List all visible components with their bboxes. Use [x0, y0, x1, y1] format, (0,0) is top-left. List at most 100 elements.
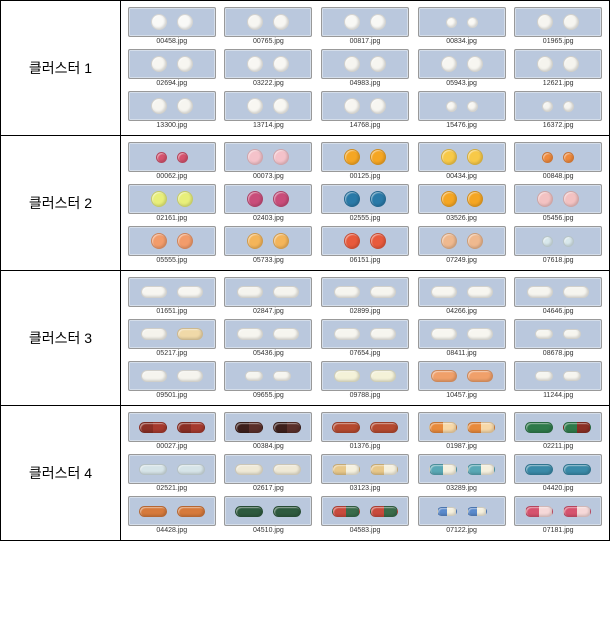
thumbnail: 04266.jpg	[415, 277, 509, 315]
thumbnail-image	[514, 361, 602, 391]
thumbnail-image	[514, 7, 602, 37]
pill-shape	[370, 98, 386, 114]
pill-shape	[177, 422, 205, 433]
pill-shape	[247, 98, 263, 114]
thumbnail-caption: 04646.jpg	[543, 308, 574, 315]
pill-shape	[344, 191, 360, 207]
pill-shape	[542, 152, 553, 163]
pill-shape	[177, 152, 188, 163]
thumbnail: 00073.jpg	[222, 142, 316, 180]
thumbnail-caption: 01987.jpg	[446, 443, 477, 450]
thumbnail-caption: 00458.jpg	[156, 38, 187, 45]
thumbnail-caption: 07181.jpg	[543, 527, 574, 534]
pill-shape	[563, 14, 579, 30]
pill-shape	[334, 286, 360, 298]
pill-shape	[437, 507, 457, 516]
pill-shape	[235, 464, 263, 475]
thumbnail-caption: 05217.jpg	[156, 350, 187, 357]
thumbnail: 02161.jpg	[125, 184, 219, 222]
thumbnail: 01987.jpg	[415, 412, 509, 450]
pill-shape	[177, 506, 205, 517]
thumbnail: 13300.jpg	[125, 91, 219, 129]
thumbnail-caption: 00817.jpg	[350, 38, 381, 45]
pill-shape	[139, 506, 167, 517]
thumbnail-caption: 00434.jpg	[446, 173, 477, 180]
pill-shape	[139, 422, 167, 433]
pill-shape	[332, 464, 360, 475]
pill-shape	[273, 422, 301, 433]
thumbnail: 09788.jpg	[318, 361, 412, 399]
thumbnail-caption: 05436.jpg	[253, 350, 284, 357]
thumbnail: 11244.jpg	[511, 361, 605, 399]
pill-shape	[344, 149, 360, 165]
pill-shape	[273, 371, 291, 381]
pill-shape	[370, 286, 396, 298]
pill-shape	[245, 371, 263, 381]
thumbnail-caption: 02617.jpg	[253, 485, 284, 492]
pill-shape	[177, 233, 193, 249]
thumbnail: 00434.jpg	[415, 142, 509, 180]
pill-shape	[156, 152, 167, 163]
thumbnail-caption: 00848.jpg	[543, 173, 574, 180]
pill-shape	[431, 286, 457, 298]
pill-shape	[177, 370, 203, 382]
thumbnail: 02555.jpg	[318, 184, 412, 222]
pill-shape	[431, 370, 457, 382]
pill-shape	[563, 56, 579, 72]
pill-shape	[177, 14, 193, 30]
pill-shape	[332, 506, 360, 517]
pill-shape	[429, 464, 457, 475]
thumbnail: 00027.jpg	[125, 412, 219, 450]
thumbnail-image	[418, 7, 506, 37]
thumbnail-caption: 00834.jpg	[446, 38, 477, 45]
pill-shape	[563, 101, 574, 112]
pill-shape	[467, 149, 483, 165]
thumbnail-image	[128, 184, 216, 214]
pill-shape	[563, 236, 574, 247]
pill-shape	[525, 422, 553, 433]
thumbnail-caption: 02899.jpg	[350, 308, 381, 315]
pill-shape	[370, 149, 386, 165]
pill-shape	[273, 233, 289, 249]
thumbnail: 04583.jpg	[318, 496, 412, 534]
pill-shape	[370, 233, 386, 249]
pill-shape	[177, 191, 193, 207]
thumbnail-caption: 04583.jpg	[350, 527, 381, 534]
pill-shape	[537, 191, 553, 207]
thumbnail-image	[321, 7, 409, 37]
thumbnail-image	[321, 49, 409, 79]
thumbnail-image	[418, 49, 506, 79]
thumbnail: 03289.jpg	[415, 454, 509, 492]
thumbnail-image	[224, 91, 312, 121]
pill-shape	[237, 328, 263, 340]
thumbnail: 04428.jpg	[125, 496, 219, 534]
thumbnail: 04646.jpg	[511, 277, 605, 315]
thumbnail-grid: 00062.jpg00073.jpg00125.jpg00434.jpg0084…	[121, 136, 609, 270]
thumbnail-caption: 13300.jpg	[156, 122, 187, 129]
pill-shape	[141, 328, 167, 340]
thumbnail-image	[128, 142, 216, 172]
thumbnail: 02899.jpg	[318, 277, 412, 315]
thumbnail: 06151.jpg	[318, 226, 412, 264]
thumbnail: 14768.jpg	[318, 91, 412, 129]
thumbnail: 00062.jpg	[125, 142, 219, 180]
thumbnail-image	[418, 454, 506, 484]
thumbnail-image	[514, 184, 602, 214]
pill-shape	[370, 422, 398, 433]
thumbnail: 02694.jpg	[125, 49, 219, 87]
thumbnail-caption: 03123.jpg	[350, 485, 381, 492]
pill-shape	[467, 422, 495, 433]
thumbnail-image	[321, 91, 409, 121]
cluster-table: 클러스터 100458.jpg00765.jpg00817.jpg00834.j…	[0, 0, 610, 541]
thumbnail: 01651.jpg	[125, 277, 219, 315]
thumbnail-caption: 08411.jpg	[446, 350, 476, 357]
thumbnail: 05456.jpg	[511, 184, 605, 222]
thumbnail-image	[128, 91, 216, 121]
pill-shape	[370, 191, 386, 207]
thumbnail-caption: 03526.jpg	[446, 215, 477, 222]
pill-shape	[273, 506, 301, 517]
thumbnail-caption: 04428.jpg	[156, 527, 187, 534]
pill-shape	[370, 328, 396, 340]
thumbnail-image	[514, 277, 602, 307]
pill-shape	[467, 17, 478, 28]
